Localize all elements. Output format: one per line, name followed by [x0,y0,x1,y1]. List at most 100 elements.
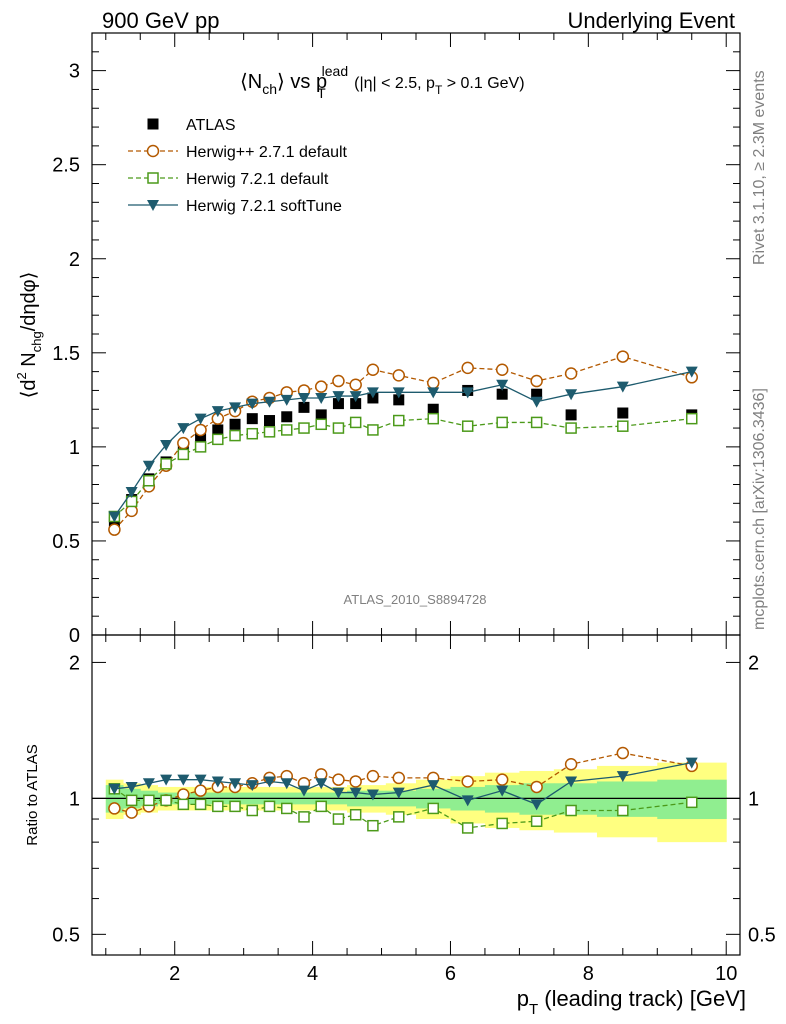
data-point-main [565,422,577,434]
data-point-ratio [530,815,543,827]
data-point-main [280,394,293,406]
data-point-ratio [263,800,276,813]
y-tick-label-ratio-right: 1 [748,788,759,810]
data-point-main [685,366,698,378]
legend: ATLAS Herwig++ 2.7.1 default Herwig 7.2.1 … [128,117,348,215]
data-point-main [427,412,439,425]
data-point-main [332,374,345,388]
data-point-main [496,388,508,400]
tick-labels: 2 4 6 8 10 0 0.5 1 1.5 2 2.5 3 0.5 0.5 1 1 2 2 [52,61,776,985]
data-point-ratio [280,778,293,790]
rivet-label: Rivet 3.1.10, ≥ 2.3M events [751,70,768,265]
header-left: 900 GeV pp [102,8,219,33]
data-point-main [427,387,440,399]
data-point-main [229,402,242,414]
data-point-ratio [564,758,578,771]
y-axis-label-main: ⟨d2 Nchg/dηdφ⟩ [14,272,44,399]
data-point-main [229,429,241,442]
data-point-ratio [314,768,328,781]
ratio-series [108,746,698,834]
legend-label: Herwig 7.2.1 softTune [186,198,342,215]
legend-marker [147,172,159,184]
data-point-ratio [229,778,242,790]
data-point-ratio [315,778,328,790]
data-point-ratio [177,788,190,801]
data-point-main [263,396,276,408]
data-point-main [142,460,155,472]
data-point-main [160,458,172,470]
data-point-main [263,426,276,438]
data-point-main [315,392,328,404]
data-point-ratio [616,746,630,760]
data-point-ratio [177,774,190,786]
legend-label: Herwig 7.2.1 default [186,171,329,188]
mcplots-label: mcplots.cern.ch [arXiv:1306.3436] [751,388,768,630]
y-tick-label-ratio-right: 0.5 [748,924,776,946]
data-point-main [194,441,207,453]
y-tick-label-main: 2 [69,249,80,271]
data-point-main [393,414,405,427]
data-point-main [332,398,344,410]
data-point-ratio [108,802,121,815]
data-point-ratio [298,811,310,823]
data-point-main [366,363,380,376]
legend-label: Herwig++ 2.7.1 default [186,144,348,161]
data-point-ratio [366,789,379,801]
data-point-main [281,411,293,423]
data-point-main [177,448,190,461]
legend-marker [146,144,160,158]
data-point-ratio [212,800,224,813]
y-tick-label-ratio: 1 [69,788,80,810]
y-tick-label-ratio: 0.5 [52,924,80,946]
data-point-ratio [461,822,474,834]
data-point-main [108,523,121,536]
data-point-main [297,392,310,404]
x-tick-label: 2 [169,963,180,985]
x-tick-label: 10 [715,963,737,985]
data-point-main [392,369,406,382]
data-point-ratio [246,804,259,817]
axis-ticks [92,32,740,955]
data-point-main [392,387,405,399]
data-point-ratio [263,776,276,788]
data-point-main [366,387,379,399]
legend-label: ATLAS [186,117,236,134]
data-point-main [177,436,190,450]
data-point-ratio [496,817,508,830]
y-tick-label-main: 2.5 [52,155,80,177]
data-point-ratio [194,798,207,811]
data-point-main [565,389,578,401]
y-tick-label-main: 1 [69,437,80,459]
data-point-main [177,423,190,435]
data-point-ratio [565,776,578,788]
legend-marker [147,200,159,211]
data-point-main [264,415,276,427]
data-point-ratio [194,774,207,786]
data-point-ratio [297,785,310,797]
data-point-ratio [496,785,509,797]
data-point-ratio [349,808,362,821]
data-point-main [108,511,121,523]
data-point-main [367,424,379,436]
data-point-ratio [530,799,543,811]
data-point-main [332,391,345,403]
series-line-main [113,370,692,517]
plot-title: ⟨Nch⟩ vs pTlead(|η| < 2.5, pT > 0.1 GeV) [240,63,525,101]
data-point-ratio [125,781,138,793]
data-point-main [685,412,698,425]
data-point-main [564,367,578,380]
data-point-ratio [530,780,543,794]
data-point-ratio [143,794,155,807]
data-point-main [495,363,509,376]
data-point-ratio [495,773,509,786]
data-point-ratio [246,780,259,792]
y-tick-label-main: 0.5 [52,531,80,553]
data-point-ratio [461,795,474,807]
y-tick-label-main: 3 [69,61,80,83]
data-point-main [314,380,328,393]
data-point-ratio [349,775,362,788]
data-point-ratio [616,771,629,783]
data-point-main [280,424,293,436]
data-point-main [212,433,224,446]
